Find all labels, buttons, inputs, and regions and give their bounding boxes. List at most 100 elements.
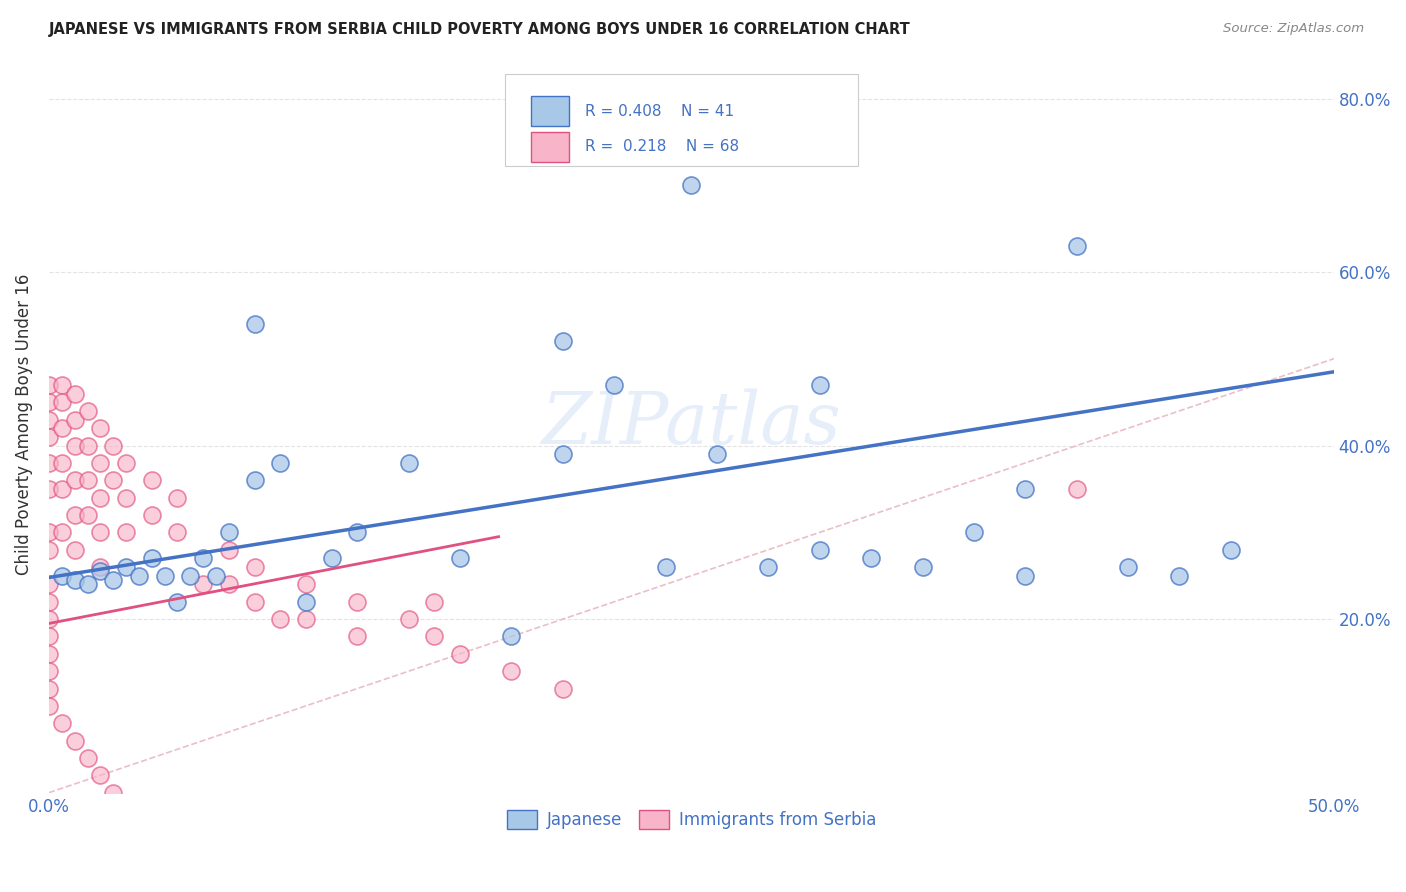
Point: [63, 473, 86, 487]
Point: [51, 421, 73, 435]
Point: [179, 568, 201, 582]
Point: [76, 508, 98, 522]
Point: [243, 560, 266, 574]
Point: [38, 664, 60, 678]
Point: [38, 377, 60, 392]
Point: [295, 595, 318, 609]
Point: [89, 768, 111, 782]
Point: [295, 577, 318, 591]
Point: [1219, 542, 1241, 557]
Point: [38, 456, 60, 470]
Point: [166, 491, 188, 505]
Point: [398, 456, 420, 470]
Point: [103, 786, 125, 800]
Text: Source: ZipAtlas.com: Source: ZipAtlas.com: [1223, 22, 1364, 36]
Point: [808, 377, 831, 392]
Point: [51, 395, 73, 409]
Point: [551, 681, 574, 696]
Point: [654, 560, 676, 574]
Point: [103, 439, 125, 453]
Point: [38, 647, 60, 661]
Point: [243, 595, 266, 609]
Text: R = 0.408    N = 41: R = 0.408 N = 41: [585, 103, 734, 119]
Point: [1116, 560, 1139, 574]
Point: [808, 542, 831, 557]
Point: [191, 551, 214, 566]
Point: [243, 473, 266, 487]
Point: [38, 482, 60, 496]
Point: [63, 508, 86, 522]
Text: R =  0.218    N = 68: R = 0.218 N = 68: [585, 139, 738, 154]
Point: [38, 525, 60, 540]
Point: [38, 412, 60, 426]
Point: [63, 412, 86, 426]
Point: [115, 525, 138, 540]
Point: [911, 560, 934, 574]
Point: [103, 573, 125, 587]
Point: [1014, 482, 1036, 496]
Point: [38, 577, 60, 591]
Point: [89, 491, 111, 505]
Point: [963, 525, 986, 540]
Point: [76, 439, 98, 453]
Point: [89, 565, 111, 579]
Point: [398, 612, 420, 626]
Point: [76, 751, 98, 765]
Point: [269, 456, 291, 470]
Point: [346, 630, 368, 644]
Point: [681, 178, 703, 193]
Text: ZIPatlas: ZIPatlas: [541, 389, 841, 459]
Point: [63, 439, 86, 453]
Point: [38, 595, 60, 609]
Point: [89, 525, 111, 540]
Bar: [530, 132, 569, 161]
Point: [76, 473, 98, 487]
Point: [141, 473, 163, 487]
Point: [141, 551, 163, 566]
Point: [63, 386, 86, 401]
Point: [423, 595, 446, 609]
Point: [166, 525, 188, 540]
Point: [38, 698, 60, 713]
Point: [191, 577, 214, 591]
Point: [321, 551, 343, 566]
Point: [1168, 568, 1191, 582]
Point: [38, 630, 60, 644]
Bar: [530, 96, 569, 126]
Point: [218, 542, 240, 557]
Point: [38, 542, 60, 557]
Point: [63, 733, 86, 747]
Point: [860, 551, 883, 566]
Point: [51, 456, 73, 470]
Point: [1014, 568, 1036, 582]
Point: [89, 560, 111, 574]
Point: [205, 568, 228, 582]
Point: [346, 525, 368, 540]
FancyBboxPatch shape: [505, 73, 858, 166]
Point: [89, 421, 111, 435]
Point: [346, 595, 368, 609]
Point: [153, 568, 176, 582]
Point: [603, 377, 626, 392]
Point: [115, 456, 138, 470]
Point: [76, 404, 98, 418]
Point: [243, 317, 266, 331]
Point: [449, 551, 471, 566]
Point: [51, 377, 73, 392]
Point: [51, 568, 73, 582]
Point: [76, 577, 98, 591]
Point: [141, 508, 163, 522]
Point: [449, 647, 471, 661]
Point: [38, 430, 60, 444]
Point: [501, 664, 523, 678]
Point: [1066, 239, 1088, 253]
Point: [218, 525, 240, 540]
Point: [38, 395, 60, 409]
Point: [423, 630, 446, 644]
Point: [128, 568, 150, 582]
Y-axis label: Child Poverty Among Boys Under 16: Child Poverty Among Boys Under 16: [15, 273, 32, 574]
Point: [551, 447, 574, 461]
Point: [501, 630, 523, 644]
Point: [38, 612, 60, 626]
Point: [63, 542, 86, 557]
